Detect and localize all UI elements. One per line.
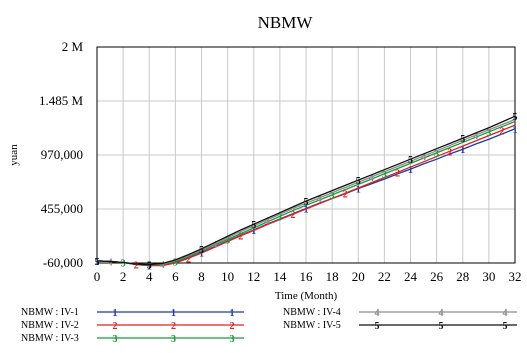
- legend-marker: 2: [171, 321, 176, 332]
- data-point-marker: 4: [264, 216, 269, 227]
- data-point-marker: 2: [447, 147, 452, 158]
- legend-marker: 4: [439, 308, 444, 319]
- data-point-marker: 1: [304, 204, 309, 215]
- data-point-marker: 1: [147, 262, 152, 273]
- legend-label: NBMW : IV-5: [283, 320, 341, 331]
- x-tick-label: 26: [430, 269, 444, 284]
- data-point-marker: 5: [304, 197, 309, 208]
- legend-marker: 1: [230, 308, 235, 319]
- x-tick-label: 28: [456, 269, 469, 284]
- data-point-marker: 4: [212, 240, 217, 251]
- data-point-marker: 5: [356, 176, 361, 187]
- y-axis: -60,000 455,000 970,000 1.485 M 2 M: [39, 39, 84, 270]
- series-line-3: [96, 120, 516, 266]
- legend-marker: 2: [230, 321, 235, 332]
- data-point-marker: 2: [290, 210, 295, 221]
- data-point-marker: 5: [95, 257, 100, 268]
- legend-marker: 3: [230, 334, 235, 345]
- data-point-marker: 3: [277, 212, 282, 223]
- x-tick-label: 30: [482, 269, 495, 284]
- data-point-marker: 5: [408, 155, 413, 166]
- data-point-marker: 1: [460, 145, 465, 156]
- grid: [96, 46, 516, 264]
- data-point-marker: 5: [513, 112, 518, 123]
- legend-label: NBMW : IV-1: [21, 307, 79, 318]
- data-point-marker: 4: [108, 257, 113, 268]
- data-point-marker: 1: [95, 257, 100, 268]
- legend-marker: 5: [375, 321, 380, 332]
- legend-marker: 4: [503, 308, 508, 319]
- data-point-marker: 1: [513, 125, 518, 136]
- x-tick-label: 2: [120, 269, 127, 284]
- data-point-marker: 3: [173, 257, 178, 268]
- data-point-marker: 1: [199, 249, 204, 260]
- series-line-5: [96, 115, 516, 266]
- y-tick-label: 970,000: [41, 147, 83, 162]
- data-point-marker: 5: [251, 220, 256, 231]
- legend-label: NBMW : IV-2: [21, 320, 79, 331]
- y-tick-label: 455,000: [41, 201, 83, 216]
- data-point-marker: 3: [434, 149, 439, 160]
- legend-marker: 3: [171, 334, 176, 345]
- data-point-marker: 5: [199, 245, 204, 256]
- data-point-marker: 2: [238, 232, 243, 243]
- data-point-marker: 2: [186, 254, 191, 265]
- data-point-marker: 3: [486, 128, 491, 139]
- data-point-marker: 3: [225, 235, 230, 246]
- data-point-marker: 4: [317, 194, 322, 205]
- data-point-marker: 1: [408, 165, 413, 176]
- plot-area: [96, 46, 516, 264]
- x-tick-label: 32: [509, 269, 522, 284]
- data-point-marker: 2: [343, 189, 348, 200]
- x-tick-label: 12: [247, 269, 260, 284]
- x-axis: 0 2 4 6 8 10 12 14 16 18 20 22 24 26 28 30 32: [94, 269, 522, 284]
- legend-marker: 3: [113, 334, 118, 345]
- data-point-marker: 4: [369, 173, 374, 184]
- data-point-marker: 2: [134, 261, 139, 272]
- x-tick-label: 14: [273, 269, 287, 284]
- legend-marker: 5: [503, 321, 508, 332]
- legend-marker: 5: [439, 321, 444, 332]
- x-tick-label: 18: [326, 269, 339, 284]
- y-axis-label: yuan: [8, 144, 20, 166]
- x-tick-label: 24: [404, 269, 418, 284]
- legend-marker: 1: [113, 308, 118, 319]
- legend-label: NBMW : IV-3: [21, 333, 79, 344]
- x-tick-label: 22: [378, 269, 391, 284]
- legend-marker: 1: [171, 308, 176, 319]
- y-tick-label: -60,000: [43, 255, 83, 270]
- legend: NBMW : IV-1 1 1 1 NBMW : IV-2 2 2 2 NBMW : IV-3 3…: [21, 307, 517, 345]
- data-point-marker: 2: [395, 168, 400, 179]
- y-tick-label: 1.485 M: [39, 93, 84, 108]
- data-point-marker: 5: [147, 261, 152, 272]
- x-tick-label: 6: [172, 269, 179, 284]
- y-tick-label: 2 M: [62, 39, 84, 54]
- x-axis-label: Time (Month): [275, 290, 338, 302]
- legend-marker: 2: [113, 321, 118, 332]
- data-point-marker: 1: [356, 185, 361, 196]
- x-tick-label: 20: [352, 269, 365, 284]
- data-point-marker: 1: [251, 226, 256, 237]
- x-tick-label: 8: [198, 269, 205, 284]
- x-tick-label: 4: [146, 269, 153, 284]
- series-line-2: [96, 124, 516, 267]
- chart-title: NBMW: [258, 13, 314, 32]
- data-point-marker: 3: [330, 191, 335, 202]
- data-point-marker: 4: [421, 152, 426, 163]
- data-point-marker: 2: [499, 126, 504, 137]
- legend-label: NBMW : IV-4: [283, 307, 341, 318]
- data-point-marker: 5: [460, 134, 465, 145]
- data-point-marker: 3: [382, 170, 387, 181]
- data-point-marker: 3: [121, 258, 126, 269]
- x-tick-label: 0: [94, 269, 101, 284]
- data-point-marker: 4: [160, 260, 165, 271]
- x-tick-label: 10: [221, 269, 234, 284]
- x-tick-label: 16: [300, 269, 314, 284]
- data-point-marker: 4: [473, 131, 478, 142]
- legend-marker: 4: [375, 308, 380, 319]
